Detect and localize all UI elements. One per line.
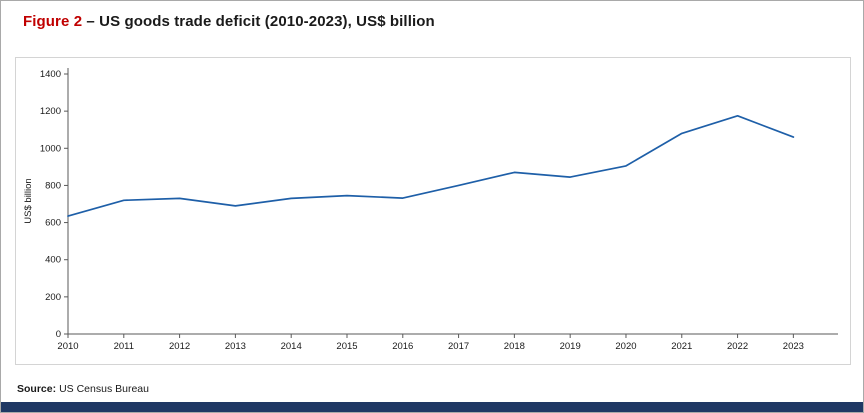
x-tick-label: 2018 [504, 341, 525, 352]
deficit-line-series [67, 114, 795, 217]
x-tick-label: 2014 [281, 341, 302, 352]
x-tick-label: 2017 [448, 341, 469, 352]
x-tick-label: 2022 [727, 341, 748, 352]
y-tick-label: 400 [45, 255, 61, 266]
x-tick-label: 2011 [114, 341, 134, 352]
source-note: Source: US Census Bureau [17, 383, 149, 395]
bottom-accent-bar [1, 402, 863, 412]
title-text: US goods trade deficit (2010-2023), US$ … [99, 13, 435, 30]
x-tick-label: 2019 [560, 341, 581, 352]
y-tick-label: 1200 [40, 106, 61, 117]
y-tick-label: 0 [56, 329, 61, 340]
y-tick-label: 800 [45, 180, 61, 191]
figure-title: Figure 2 – US goods trade deficit (2010-… [23, 13, 435, 30]
x-tick-label: 2012 [169, 341, 190, 352]
y-tick-label: 1400 [40, 69, 61, 80]
x-tick-label: 2013 [225, 341, 246, 352]
y-tick-label: 1000 [40, 143, 61, 154]
title-separator: – [82, 13, 100, 30]
x-tick-label: 2021 [671, 341, 692, 352]
x-tick-label: 2016 [392, 341, 413, 352]
y-axis-title: US$ billion [23, 178, 34, 223]
figure-number: Figure 2 [23, 13, 83, 30]
y-tick-label: 600 [45, 218, 61, 229]
x-tick-label: 2010 [57, 341, 78, 352]
source-text: US Census Bureau [59, 383, 149, 395]
chart-area: 0 200 400 600 800 1000 1200 1400 2010 2011 2012 201… [15, 57, 851, 365]
x-tick-label: 2023 [783, 341, 804, 352]
x-tick-label: 2015 [336, 341, 357, 352]
x-tick-label: 2020 [615, 341, 636, 352]
y-tick-label: 200 [45, 292, 61, 303]
line-chart: 0 200 400 600 800 1000 1200 1400 2010 2011 2012 201… [23, 68, 838, 352]
source-label: Source: [17, 383, 57, 395]
